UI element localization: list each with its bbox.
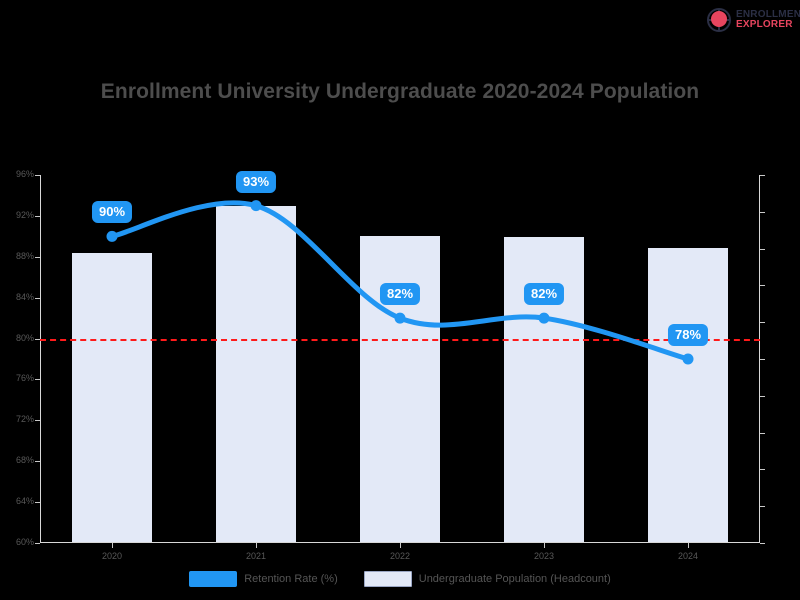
y-axis-left-line: [40, 175, 41, 543]
logo-blob-shape: [711, 11, 727, 27]
retention-rate-line: [109, 200, 691, 362]
y-axis-right-tick-mark: [760, 322, 765, 324]
logo-text-secondary: EXPLORER: [736, 19, 793, 30]
retention-rate-markers: [106, 200, 694, 365]
y-axis-left-tick-mark: [35, 461, 40, 463]
chart-legend: Retention Rate (%) Undergraduate Populati…: [0, 571, 800, 587]
x-axis-tick-mark: [256, 543, 257, 548]
bar: [71, 252, 153, 542]
y-axis-right-tick-mark: [760, 395, 765, 397]
y-axis-right-tick-mark: [760, 248, 765, 250]
y-axis-right-tick-mark: [760, 543, 765, 544]
data-label-badge: 82%: [523, 283, 565, 306]
bar: [215, 205, 297, 542]
x-axis-tick-label: 2024: [677, 551, 699, 561]
x-axis-tick-mark: [112, 543, 113, 548]
y-axis-right-tick-mark: [760, 211, 765, 213]
x-axis-tick-mark: [400, 543, 401, 548]
x-axis-line: [40, 542, 760, 543]
brand-logo: ENROLLMENT EXPLORER: [706, 4, 800, 36]
y-axis-left-tick-label: 60%: [15, 537, 34, 547]
y-axis-left-tick-mark: [35, 502, 40, 504]
data-label-badge: 90%: [91, 201, 133, 224]
y-axis-left-tick-mark: [35, 215, 40, 217]
logo-mark-icon: [706, 7, 732, 33]
y-axis-right-tick-mark: [760, 506, 765, 508]
data-label-badge: 78%: [667, 324, 709, 346]
logo-ring-shape: [707, 8, 731, 32]
legend-label: Retention Rate (%): [244, 573, 338, 585]
data-label-badge: 82%: [379, 283, 421, 306]
y-axis-right-tick-mark: [760, 359, 765, 360]
line-marker: [538, 312, 550, 324]
x-axis-tick-mark: [544, 543, 545, 548]
y-axis-left-tick-mark: [35, 256, 40, 258]
line-marker: [250, 200, 262, 212]
y-axis-left-tick-mark: [35, 338, 40, 340]
y-axis-left-tick-mark: [35, 175, 40, 176]
logo-text-primary: ENROLLMENT: [736, 8, 800, 20]
y-axis-left-tick-label: 64%: [15, 496, 34, 507]
y-axis-left-tick-mark: [35, 420, 40, 422]
y-axis-left-tick-label: 80%: [15, 332, 34, 343]
x-axis-tick-label: 2021: [245, 551, 267, 561]
y-axis-right-tick-mark: [760, 285, 765, 287]
y-axis-left-tick-label: 72%: [15, 414, 34, 425]
x-axis-tick-mark: [688, 543, 689, 548]
line-marker: [682, 353, 694, 365]
y-axis-right-line: [759, 175, 760, 543]
legend-swatch: [363, 571, 412, 587]
y-axis-left-tick-label: 96%: [15, 169, 34, 179]
x-axis-tick-label: 2023: [533, 551, 555, 561]
plot-area: 96%92%88%84%80%76%72%68%64%60% 28,00025,…: [16, 169, 765, 561]
y-axis-left-tick-label: 76%: [15, 373, 34, 384]
y-axis-right-tick-mark: [760, 175, 765, 176]
y-axis-left-tick-mark: [35, 297, 40, 299]
logo-wordmark: ENROLLMENT EXPLORER: [736, 8, 800, 31]
line-marker: [106, 230, 118, 242]
benchmark-reference-line: [40, 338, 760, 341]
legend-item[interactable]: Undergraduate Population (Headcount): [363, 571, 611, 587]
y-axis-left-tick-label: 88%: [15, 250, 34, 261]
data-label-badge: 93%: [235, 170, 277, 193]
line-marker: [394, 312, 406, 324]
bar: [647, 247, 729, 542]
x-axis-tick-label: 2022: [389, 551, 411, 561]
x-axis-tick-label: 2020: [101, 551, 123, 561]
line-series: [106, 200, 694, 365]
y-axis-left-tick-label: 92%: [15, 209, 34, 220]
y-axis-right-tick-mark: [760, 432, 765, 434]
y-axis-left-tick-mark: [35, 379, 40, 381]
legend-swatch: [189, 571, 238, 587]
legend-item[interactable]: Retention Rate (%): [189, 571, 338, 587]
y-axis-left-tick-label: 68%: [15, 455, 34, 466]
y-axis-left-tick-label: 84%: [15, 291, 34, 302]
y-axis-left-tick-mark: [35, 543, 40, 544]
legend-label: Undergraduate Population (Headcount): [418, 573, 611, 585]
chart-title: Enrollment University Undergraduate 2020…: [100, 80, 700, 103]
y-axis-right-tick-mark: [760, 469, 765, 471]
